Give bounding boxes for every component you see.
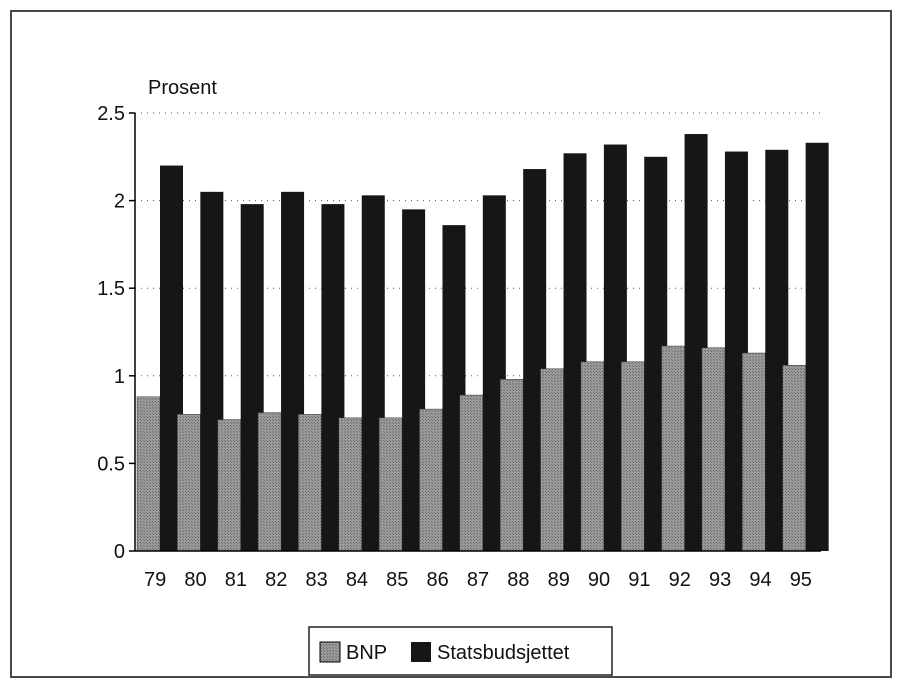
legend: BNP Statsbudsjettet: [308, 626, 613, 676]
y-tick-label: 0.5: [97, 453, 125, 475]
x-tick-label: 79: [144, 569, 166, 591]
bar-bnp: [257, 412, 282, 552]
x-tick-label: 95: [790, 569, 812, 591]
legend-label-statsbudsjettet: Statsbudsjettet: [437, 642, 570, 664]
x-tick-label: 80: [184, 569, 206, 591]
bar-bnp: [661, 345, 685, 552]
bar-bnp: [701, 347, 726, 552]
x-tick-label: 91: [628, 569, 650, 591]
legend-swatch-statsbudsjettet: [411, 642, 431, 662]
bar-bnp: [459, 394, 484, 552]
legend-label-bnp: BNP: [346, 642, 387, 664]
y-axis-title: Prosent: [148, 77, 217, 99]
bar-bnp: [378, 417, 403, 552]
x-tick-label: 87: [467, 569, 489, 591]
x-tick-label: 90: [588, 569, 610, 591]
bar-bnp: [338, 417, 363, 552]
bar-bnp: [217, 419, 241, 552]
y-tick-label: 0: [114, 541, 125, 563]
bar-bnp: [177, 414, 201, 552]
y-tick-label: 2: [114, 191, 125, 213]
bar-bnp: [540, 368, 564, 552]
x-tick-label: 94: [749, 569, 771, 591]
x-tick-label: 92: [669, 569, 691, 591]
bar-bnp: [298, 414, 322, 552]
x-tick-label: 93: [709, 569, 731, 591]
bar-bnp: [782, 365, 806, 552]
x-tick-labels: 79 80 81 82 83 84 85 86 87 88 89 90 91 92 93 94 95: [144, 569, 812, 591]
x-tick-label: 85: [386, 569, 408, 591]
legend-box: [308, 626, 613, 676]
x-tick-label: 84: [346, 569, 368, 591]
bar-statsbudsjettet: [805, 142, 829, 551]
x-tick-label: 86: [427, 569, 449, 591]
bar-bnp: [419, 408, 443, 552]
bar-bnp: [742, 352, 766, 552]
bar-bnp: [499, 379, 524, 552]
bar-bnp: [580, 361, 605, 552]
bar-bnp: [136, 396, 161, 552]
legend-swatch-bnp: [319, 641, 341, 663]
bars: [136, 134, 829, 552]
y-tick-label: 1.5: [97, 278, 125, 300]
x-tick-label: 89: [548, 569, 570, 591]
bar-bnp: [620, 361, 645, 552]
x-tick-label: 82: [265, 569, 287, 591]
x-tick-label: 81: [225, 569, 247, 591]
y-tick-label: 2.5: [97, 103, 125, 125]
y-tick-label: 1: [114, 366, 125, 388]
y-tick-labels: 0 0.5 1 1.5 2 2.5: [97, 103, 135, 563]
x-tick-label: 83: [305, 569, 327, 591]
x-tick-label: 88: [507, 569, 529, 591]
